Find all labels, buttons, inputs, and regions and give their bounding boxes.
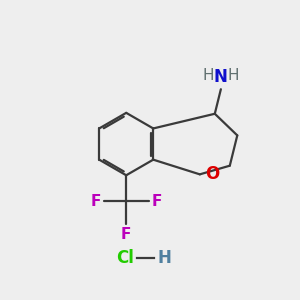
Text: H: H [228, 68, 239, 83]
Text: H: H [202, 68, 214, 83]
Text: N: N [214, 68, 228, 86]
Text: F: F [91, 194, 101, 209]
Text: H: H [158, 250, 171, 268]
Text: F: F [121, 227, 131, 242]
Text: Cl: Cl [116, 250, 134, 268]
Text: O: O [205, 165, 219, 183]
Text: F: F [152, 194, 162, 209]
